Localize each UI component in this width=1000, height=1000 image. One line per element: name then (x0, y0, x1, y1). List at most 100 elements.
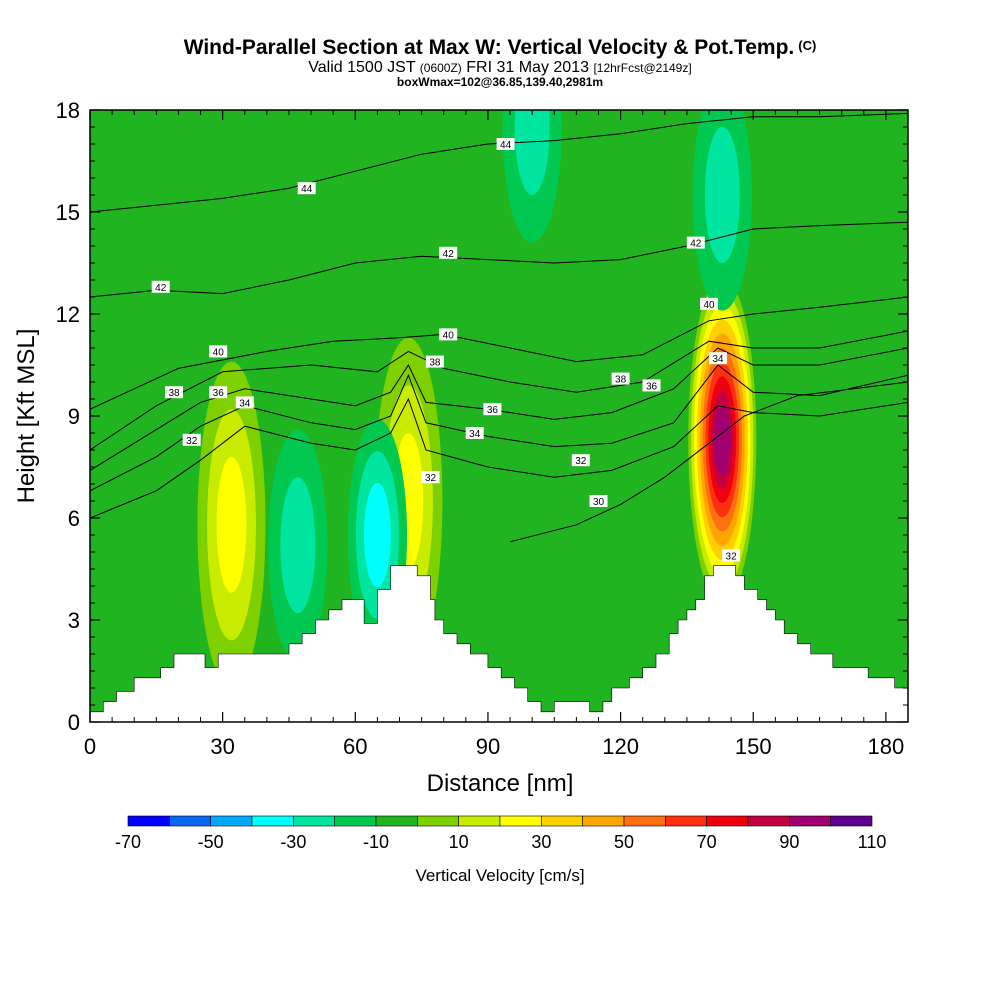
x-tick-label: 60 (343, 734, 367, 759)
x-axis-label: Distance [nm] (427, 770, 574, 797)
x-tick-label: 180 (868, 734, 905, 759)
contour-label: 40 (209, 345, 228, 358)
contour-label-text: 30 (593, 497, 605, 508)
colorbar-swatch (251, 815, 294, 827)
colorbar-tick-label: 90 (779, 832, 799, 852)
contour-label: 34 (708, 352, 727, 365)
colorbar-tick-label: -70 (115, 832, 141, 852)
y-tick-label: 9 (68, 404, 80, 429)
contour-label-text: 38 (615, 375, 627, 386)
contour-label: 34 (235, 396, 254, 409)
contour-label-text: 44 (301, 184, 313, 195)
contour-label: 42 (151, 280, 170, 294)
boxmax-info: boxWmax=102@36.85,139.40,2981m (396, 75, 604, 89)
contour-label-bg (686, 236, 705, 249)
contour-label: 32 (571, 454, 590, 467)
colorbar-swatch (623, 815, 666, 827)
colorbar-swatch (747, 815, 790, 827)
contour-label: 38 (611, 372, 630, 386)
contour-labels: 30 32 32 32 32 34 34 34 36 36 36 38 38 38 40 40 40 42 42 42… (151, 138, 741, 562)
contour-label-bg (708, 352, 727, 365)
colorbar-swatch (169, 815, 211, 827)
contour-label-text: 42 (155, 283, 167, 294)
theta-contour-36 (90, 347, 908, 471)
colorbar-tick-label: -10 (363, 832, 389, 852)
y-tick-label: 12 (56, 302, 80, 327)
contour-label-bg (611, 372, 630, 385)
colorbar-swatch (375, 815, 418, 827)
contour-label-text: 40 (703, 300, 715, 311)
contour-label: 42 (686, 236, 705, 250)
contour-label: 44 (496, 138, 515, 151)
contour-label: 36 (642, 379, 661, 392)
theta-contour-30 (509, 381, 908, 543)
contour-label-bg (483, 403, 502, 416)
colorbar-swatch (541, 815, 583, 827)
colorbar-tick-label: -50 (198, 832, 224, 852)
contour-label: 38 (165, 386, 183, 399)
contour-label: 30 (589, 495, 608, 508)
colorbar-tick-label: 30 (531, 832, 551, 852)
contour-label: 40 (439, 328, 458, 341)
colorbar-swatch (706, 815, 749, 827)
contour-label: 34 (465, 427, 484, 440)
contour-label-text: 34 (469, 429, 481, 440)
y-tick-label: 18 (56, 98, 80, 123)
contour-label-text: 44 (500, 140, 512, 151)
theta-contour-40 (90, 296, 908, 410)
downdraft-core-level (363, 482, 391, 588)
y-tick-label: 0 (68, 710, 80, 735)
colorbar-swatch (334, 815, 377, 827)
contour-label-text: 32 (425, 473, 437, 484)
contour-label-text: 40 (443, 330, 455, 341)
contour-label-bg (297, 182, 316, 195)
contour-label-bg (722, 549, 741, 562)
contour-label: 38 (425, 355, 444, 369)
chart-title-text: Wind-Parallel Section at Max W: Vertical… (183, 36, 795, 59)
contour-label-bg (209, 386, 228, 399)
contour-label-text: 40 (213, 347, 225, 358)
downdraft-core-level (514, 110, 550, 195)
colorbar-tick-label: -30 (280, 832, 306, 852)
downdraft-core-level (280, 477, 316, 614)
contour-label-bg (642, 379, 661, 392)
colorbar-swatch (582, 815, 625, 827)
contour-label-text: 36 (213, 388, 225, 399)
colorbar: -70 -50 -30 -10 10 30 50 70 90 110 (115, 815, 887, 852)
chart-title: Wind-Parallel Section at Max W: Vertical… (0, 34, 1000, 60)
updraft-core-level (714, 405, 731, 475)
colorbar-tick-label: 50 (614, 832, 634, 852)
contour-label-bg (235, 396, 254, 409)
chart-subtitle: Valid 1500 JST (0600Z) FRI 31 May 2013 [… (0, 60, 1000, 76)
contour-label: 32 (722, 549, 741, 562)
terrain-mask (90, 565, 908, 722)
contour-label-text: 42 (690, 239, 702, 250)
colorbar-tick-label: 110 (858, 832, 887, 852)
x-tick-label: 30 (210, 734, 234, 759)
theta-contours (90, 112, 908, 543)
contour-label-bg (209, 345, 228, 358)
y-tick-label: 15 (56, 200, 80, 225)
contour-label-text: 34 (239, 398, 251, 409)
colorbar-swatch (417, 815, 459, 827)
x-tick-label: 150 (735, 734, 772, 759)
contour-label-bg (496, 138, 515, 150)
contour-label-text: 32 (575, 456, 587, 467)
contour-label: 44 (297, 182, 316, 195)
updraft-core-level (216, 456, 247, 593)
contour-label-text: 36 (646, 381, 658, 392)
colorbar-title: Vertical Velocity [cm/s] (415, 866, 584, 885)
contour-label-text: 36 (487, 405, 499, 416)
contour-label: 32 (182, 433, 201, 447)
contour-label-bg (151, 280, 170, 293)
contour-label-bg (700, 297, 718, 310)
colorbar-swatch (293, 815, 335, 827)
colorbar-swatch (458, 815, 501, 827)
chart-title-mark: (C) (798, 38, 817, 53)
theta-contour-34 (90, 364, 908, 492)
contour-label-bg (439, 246, 458, 259)
forecast-info: [12hrFcst@2149z] (593, 61, 692, 75)
contour-label-text: 38 (429, 358, 441, 369)
